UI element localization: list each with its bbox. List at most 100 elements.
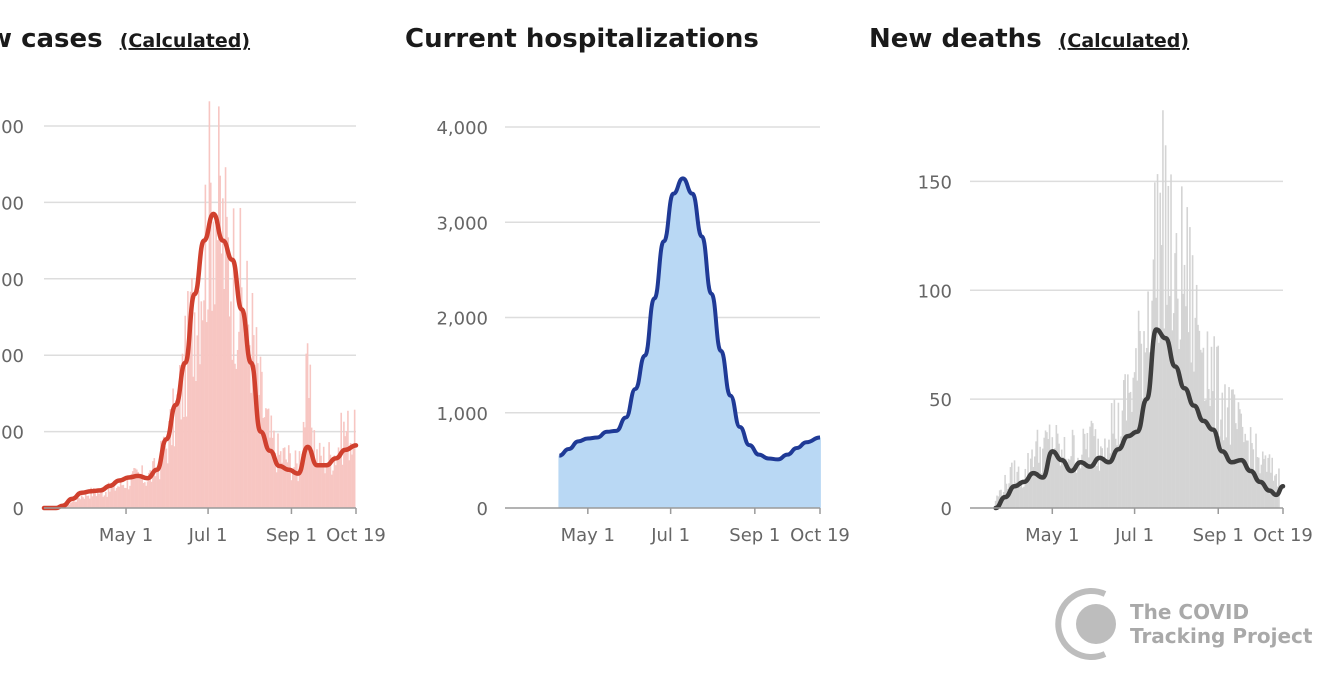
daily-bar	[333, 455, 336, 508]
daily-bar	[165, 448, 168, 508]
daily-bar	[1060, 449, 1063, 508]
daily-bar	[1079, 468, 1082, 508]
daily-bar	[1214, 427, 1217, 508]
daily-bar	[1189, 227, 1191, 508]
daily-bar	[1019, 486, 1021, 508]
daily-bar	[80, 495, 83, 508]
chart-title-hospitalizations: Current hospitalizations	[405, 24, 759, 54]
daily-bar	[1054, 448, 1056, 508]
daily-bar	[1109, 453, 1112, 508]
daily-bar	[1056, 433, 1059, 508]
daily-bar	[321, 464, 324, 508]
daily-bar	[226, 216, 228, 508]
daily-bar	[1125, 420, 1128, 508]
daily-bar	[339, 454, 341, 508]
y-tick-label: 000	[0, 346, 24, 367]
hospitalization-line	[558, 176, 821, 462]
daily-bar	[1116, 445, 1118, 508]
daily-bar	[1179, 339, 1182, 508]
daily-bar	[1085, 449, 1087, 508]
daily-bar	[1105, 459, 1108, 508]
daily-bar	[111, 486, 114, 508]
daily-bar	[1222, 440, 1225, 508]
daily-bar	[1055, 425, 1058, 508]
calculated-link[interactable]: (Calculated)	[120, 30, 250, 52]
logo-text-line1: The COVID	[1130, 600, 1249, 624]
daily-bar	[285, 459, 287, 508]
daily-bar	[1268, 454, 1271, 508]
daily-bar	[243, 334, 246, 508]
daily-bar	[310, 427, 313, 508]
y-tick-label: 0	[13, 499, 24, 520]
y-tick-label: 000	[0, 117, 24, 138]
x-tick-label: Jul 1	[1114, 525, 1154, 546]
daily-bar	[114, 490, 117, 508]
daily-bar	[1144, 352, 1147, 508]
daily-bar	[1077, 457, 1079, 508]
y-tick-label: 0	[477, 499, 488, 520]
daily-bars	[62, 101, 356, 509]
daily-bar	[67, 502, 70, 508]
daily-bar	[75, 501, 78, 508]
daily-bar	[1024, 468, 1027, 508]
daily-bar	[1020, 481, 1023, 508]
daily-bar	[173, 446, 176, 508]
daily-bar	[269, 437, 271, 508]
daily-bar	[68, 504, 71, 508]
daily-bar	[1202, 347, 1205, 508]
daily-bar	[1038, 462, 1040, 508]
daily-bar	[1171, 330, 1174, 508]
calculated-link[interactable]: (Calculated)	[1059, 30, 1189, 52]
daily-bar	[1252, 449, 1255, 508]
daily-bar	[191, 278, 193, 508]
daily-bar	[1132, 377, 1135, 508]
daily-bar	[1006, 489, 1009, 508]
daily-bar	[270, 415, 273, 508]
daily-bar	[189, 291, 192, 508]
daily-bar	[1016, 471, 1019, 508]
daily-bar	[84, 491, 87, 508]
daily-bar	[1136, 380, 1139, 508]
daily-bar	[1067, 458, 1070, 508]
daily-bar	[137, 471, 139, 508]
daily-bar	[297, 481, 299, 508]
daily-bar	[145, 485, 148, 508]
y-tick-labels: 0000000000000000	[0, 117, 24, 520]
daily-bar	[282, 448, 285, 508]
daily-bar	[146, 481, 149, 508]
daily-bar	[1232, 389, 1234, 508]
daily-bar	[133, 467, 135, 508]
daily-bar	[1033, 456, 1036, 508]
daily-bar	[157, 469, 160, 508]
daily-bar	[162, 436, 165, 508]
daily-bar	[296, 463, 298, 508]
daily-bar	[1100, 446, 1102, 508]
daily-bar	[305, 353, 308, 508]
daily-bar	[261, 371, 263, 508]
daily-bar	[181, 353, 184, 508]
daily-bar	[349, 442, 352, 508]
daily-bar	[283, 447, 286, 508]
daily-bar	[1059, 465, 1062, 508]
daily-bar	[153, 458, 156, 508]
daily-bar	[94, 493, 96, 508]
daily-bar	[1253, 473, 1256, 508]
x-tick-label: May 1	[99, 525, 153, 546]
daily-bar	[90, 487, 92, 508]
daily-bar	[330, 474, 333, 508]
daily-bar	[1075, 472, 1078, 508]
daily-bar	[123, 487, 126, 508]
daily-bar	[1102, 462, 1105, 508]
daily-bar	[1051, 437, 1054, 508]
daily-bar	[1096, 465, 1098, 508]
y-tick-label: 100	[918, 281, 952, 302]
y-tick-label: 3,000	[436, 213, 488, 234]
daily-bar	[1159, 192, 1162, 508]
chart-title-text: w cases	[0, 24, 103, 54]
daily-bar	[254, 364, 256, 508]
daily-bar	[160, 440, 162, 508]
daily-bar	[185, 416, 188, 508]
daily-bar	[1178, 349, 1180, 508]
daily-bar	[79, 499, 82, 508]
daily-bar	[88, 498, 91, 508]
